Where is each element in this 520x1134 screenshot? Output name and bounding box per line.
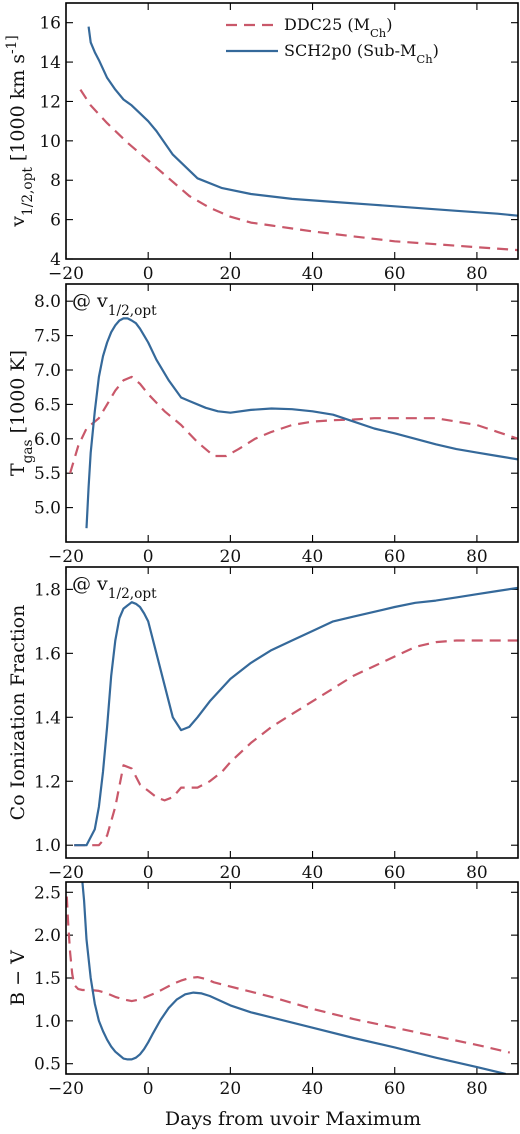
y-axis-label: v1/2,opt [1000 km s-1] <box>4 35 36 227</box>
x-tick-label: 80 <box>466 863 488 883</box>
x-tick-label: 60 <box>384 264 406 284</box>
series-line-sch2p0 <box>87 26 518 217</box>
y-tick-label: 7.5 <box>34 327 61 347</box>
y-tick-label: 6.0 <box>34 430 61 450</box>
series-line-sch2p0 <box>85 317 518 529</box>
x-tick-label: 40 <box>302 547 324 567</box>
y-tick-label: 12 <box>39 92 61 112</box>
y-tick-label: 8.0 <box>34 292 61 312</box>
y-axis-label: B − V <box>7 950 29 1006</box>
x-tick-label: 60 <box>384 1079 406 1099</box>
legend-label-ddc25: DDC25 (MCh) <box>284 15 392 40</box>
x-tick-label: 20 <box>220 264 242 284</box>
series-line-sch2p0 <box>81 882 506 1074</box>
x-tick-label: 20 <box>220 1079 242 1099</box>
y-axis-label: Tgas [1000 K] <box>7 350 36 476</box>
chart-panel-2: −20 0 20 40 60 80 5.0 5.5 6.0 6.5 7.0 7.5 8.0 Tgas [1… <box>7 283 519 567</box>
x-tick-label: 80 <box>466 547 488 567</box>
x-tick-label: 80 <box>466 1079 488 1099</box>
series-line-ddc25 <box>79 88 518 252</box>
y-tick-label: 5.5 <box>34 464 61 484</box>
y-tick-label: 2.5 <box>34 883 61 903</box>
y-tick-label: 10 <box>39 132 61 152</box>
chart-panel-3: −20 0 20 40 60 80 1.0 1.2 1.4 1.6 1.8Co Ionization… <box>7 566 519 883</box>
legend-label-sch2p0: SCH2p0 (Sub-MCh) <box>284 41 439 66</box>
series-line-ddc25 <box>66 896 511 1054</box>
y-axis-label: Co Ionization Fraction <box>7 605 29 821</box>
x-tick-label: −20 <box>48 1079 84 1099</box>
series-line-sch2p0 <box>74 586 518 847</box>
plot-frame <box>65 2 519 260</box>
y-tick-label: 1.6 <box>34 644 61 664</box>
y-tick-label: 2.0 <box>34 926 61 946</box>
x-tick-label: 80 <box>466 264 488 284</box>
x-tick-label: 0 <box>143 264 154 284</box>
x-tick-label: 0 <box>143 547 154 567</box>
y-tick-label: 5.0 <box>34 499 61 519</box>
x-tick-label: 40 <box>302 264 324 284</box>
y-tick-label: 7.0 <box>34 361 61 381</box>
panel-annotation: @ v1/2,opt <box>72 573 157 602</box>
y-tick-label: 8 <box>50 171 61 191</box>
x-tick-label: 40 <box>302 863 324 883</box>
y-tick-label: 0.5 <box>34 1055 61 1075</box>
y-tick-label: 1.2 <box>34 772 61 792</box>
series-line-ddc25 <box>69 375 518 474</box>
x-tick-label: −20 <box>48 863 84 883</box>
x-tick-label: 40 <box>302 1079 324 1099</box>
chart-panel-4: −20 0 20 40 60 80 0.5 1.0 1.5 2.0 2.5 B − V <box>7 881 519 1099</box>
plot-frame <box>65 566 519 859</box>
x-tick-label: 60 <box>384 547 406 567</box>
y-tick-label: 6 <box>50 211 61 231</box>
plot-frame <box>65 283 519 543</box>
series-line-ddc25 <box>74 639 518 847</box>
x-tick-label: 20 <box>220 863 242 883</box>
y-tick-label: 1.0 <box>34 836 61 856</box>
y-tick-label: 16 <box>39 14 61 34</box>
x-tick-label: −20 <box>48 547 84 567</box>
y-tick-label: 4 <box>50 250 61 270</box>
y-tick-label: 14 <box>39 53 61 73</box>
x-tick-label: 20 <box>220 547 242 567</box>
y-tick-label: 6.5 <box>34 395 61 415</box>
legend: DDC25 (MCh)SCH2p0 (Sub-MCh) <box>226 15 439 66</box>
y-tick-label: 1.0 <box>34 1012 61 1032</box>
x-tick-label: 0 <box>143 1079 154 1099</box>
plot-frame <box>65 881 519 1075</box>
y-tick-label: 1.8 <box>34 580 61 600</box>
y-tick-label: 1.5 <box>34 969 61 989</box>
x-axis-label: Days from uvoir Maximum <box>165 1108 421 1130</box>
y-tick-label: 1.4 <box>34 708 61 728</box>
x-tick-label: 60 <box>384 863 406 883</box>
panel-annotation: @ v1/2,opt <box>72 290 157 319</box>
x-tick-label: 0 <box>143 863 154 883</box>
x-tick-label: −20 <box>48 264 84 284</box>
